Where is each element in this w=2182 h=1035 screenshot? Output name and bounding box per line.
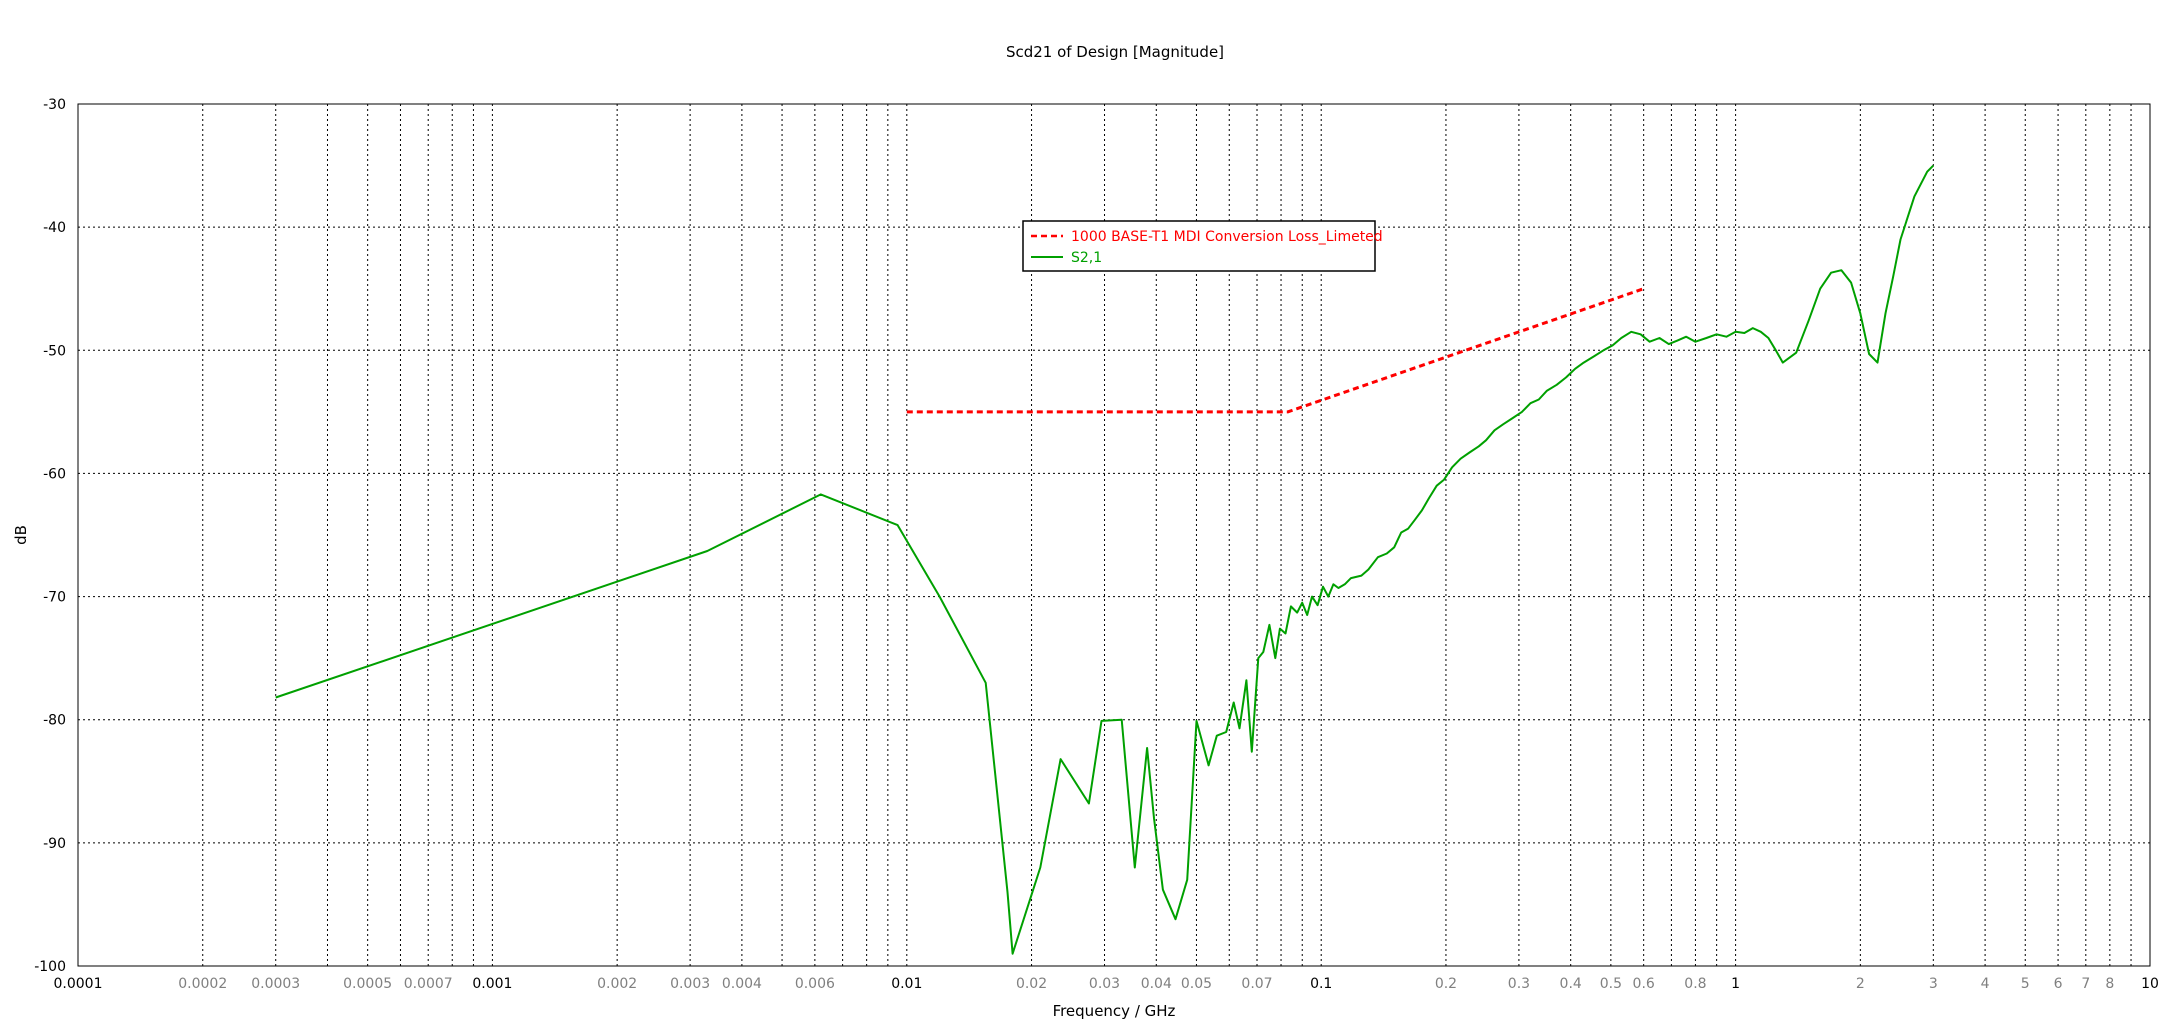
x-tick-label: 0.003 (670, 976, 710, 992)
x-tick-label: 0.1 (1310, 976, 1332, 992)
x-tick-label: 0.0007 (404, 976, 453, 992)
x-axis: 0.0001 0.0002 0.0003 0.0005 0.0007 0.001 0.002… (54, 976, 2159, 992)
y-axis-label: dB (12, 525, 30, 545)
x-tick-label: 0.5 (1600, 976, 1622, 992)
plot-frame (77, 103, 2151, 967)
x-tick-label: 0.004 (722, 976, 762, 992)
x-axis-label: Frequency / GHz (1053, 1002, 1176, 1020)
x-tick-label: 6 (2054, 976, 2063, 992)
y-tick-label: -30 (43, 97, 66, 113)
x-tick-label: 7 (2081, 976, 2090, 992)
x-tick-label: 0.0003 (251, 976, 300, 992)
x-tick-label: 1 (1731, 976, 1740, 992)
x-tick-label: 0.0005 (343, 976, 392, 992)
x-tick-label: 0.006 (795, 976, 835, 992)
x-tick-label: 0.2 (1435, 976, 1457, 992)
x-tick-label: 0.0002 (178, 976, 227, 992)
legend: 1000 BASE-T1 MDI Conversion Loss_Limeted… (1022, 220, 1383, 272)
legend-box (1022, 220, 1376, 272)
y-tick-label: -100 (34, 959, 66, 975)
x-tick-label: 0.01 (891, 976, 922, 992)
x-tick-label: 0.6 (1633, 976, 1655, 992)
y-tick-label: -40 (43, 220, 66, 236)
x-tick-label: 0.02 (1016, 976, 1047, 992)
series-line-limit (906, 287, 1645, 414)
y-tick-label: -80 (43, 713, 66, 729)
x-tick-label: 0.05 (1181, 976, 1212, 992)
grid (78, 104, 2150, 966)
x-tick-label: 10 (2141, 976, 2159, 992)
y-axis: -30 -40 -50 -60 -70 -80 -90 -100 (34, 97, 66, 975)
legend-label-s21: S2,1 (1071, 250, 1102, 266)
x-tick-label: 0.4 (1560, 976, 1582, 992)
x-tick-label: 0.001 (472, 976, 512, 992)
x-tick-label: 0.8 (1684, 976, 1706, 992)
legend-label-limit: 1000 BASE-T1 MDI Conversion Loss_Limeted (1071, 229, 1383, 245)
x-tick-label: 0.07 (1241, 976, 1272, 992)
x-tick-label: 5 (2021, 976, 2030, 992)
series-layer (275, 164, 1935, 955)
x-tick-label: 2 (1856, 976, 1865, 992)
x-tick-label: 0.3 (1508, 976, 1530, 992)
x-tick-label: 0.0001 (54, 976, 103, 992)
y-tick-label: -90 (43, 836, 66, 852)
x-tick-label: 4 (1981, 976, 1990, 992)
x-tick-label: 8 (2105, 976, 2114, 992)
y-tick-label: -70 (43, 590, 66, 606)
x-tick-label: 3 (1929, 976, 1938, 992)
series-line-s21 (275, 164, 1935, 955)
x-tick-label: 0.03 (1089, 976, 1120, 992)
chart-title: Scd21 of Design [Magnitude] (1006, 43, 1224, 61)
y-tick-label: -50 (43, 343, 66, 359)
x-tick-label: 0.002 (597, 976, 637, 992)
x-tick-label: 0.04 (1141, 976, 1172, 992)
y-tick-label: -60 (43, 466, 66, 482)
